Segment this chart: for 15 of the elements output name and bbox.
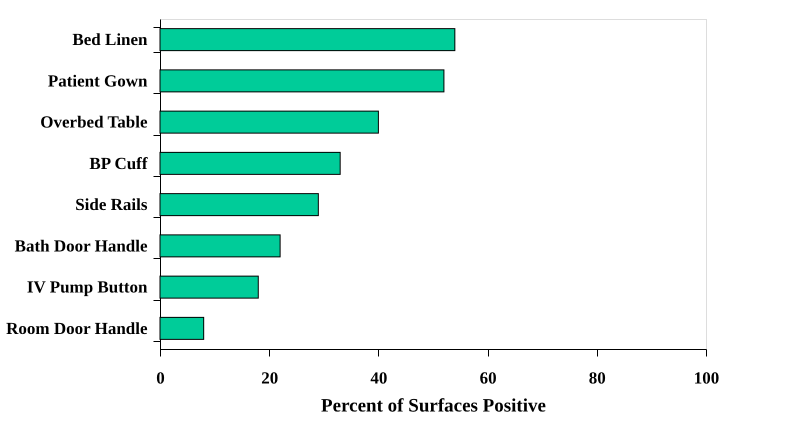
x-tick-label: 0 [156,368,165,388]
x-tick-label: 40 [370,368,388,388]
y-tick-label: Bath Door Handle [14,236,148,256]
x-tick-label: 20 [261,368,278,388]
y-tick-label: Overbed Table [40,112,148,132]
y-tick-label: IV Pump Button [26,278,148,297]
x-tick-label: 80 [588,368,606,388]
y-tick-label: Side Rails [75,195,148,214]
y-tick-label: BP Cuff [89,154,148,173]
y-tick-label: Bed Linen [72,30,148,50]
x-axis-title: Percent of Surfaces Positive [321,396,546,416]
y-tick-label: Patient Gown [48,71,148,90]
x-tick-label: 60 [480,368,497,388]
x-tick-label: 100 [694,368,720,388]
y-tick-label: Room Door Handle [6,318,148,338]
